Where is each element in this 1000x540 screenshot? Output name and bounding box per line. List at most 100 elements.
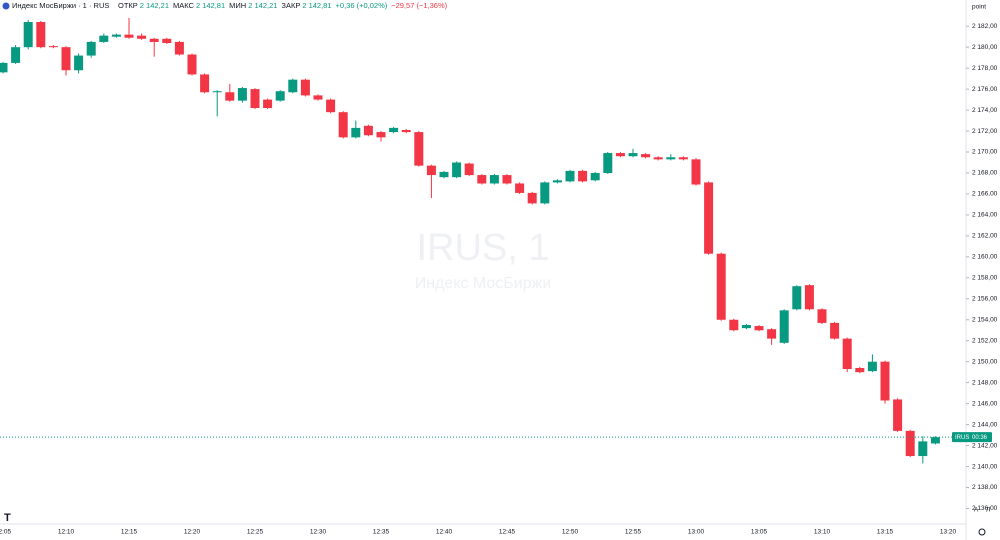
y-tick-label: 2 168,00 bbox=[972, 170, 998, 177]
candle-body bbox=[855, 367, 865, 373]
price-tag: IRUS bbox=[955, 435, 969, 441]
candle-body bbox=[250, 89, 260, 108]
watermark: IRUS, 1 bbox=[416, 227, 549, 269]
candle-body bbox=[578, 170, 588, 182]
flag-icon bbox=[2, 2, 10, 10]
y-tick-label: 2 144,00 bbox=[972, 421, 998, 428]
candle-body bbox=[477, 175, 487, 184]
candle-body bbox=[275, 91, 285, 101]
candle-body bbox=[288, 79, 298, 93]
y-tick-label: 2 176,00 bbox=[972, 86, 998, 93]
candle-body bbox=[174, 41, 184, 55]
candle-body bbox=[817, 309, 827, 323]
change: +0,36 (+0,02%) bbox=[336, 1, 388, 10]
logo: T bbox=[4, 512, 11, 524]
candle-body bbox=[212, 91, 222, 93]
candle-body bbox=[792, 286, 802, 310]
y-tick-label: 2 162,00 bbox=[972, 233, 998, 240]
candle-body bbox=[691, 159, 701, 185]
x-tick-label: 13:20 bbox=[940, 529, 957, 536]
candle-body bbox=[263, 99, 273, 108]
candle-body bbox=[704, 182, 714, 254]
candle-body bbox=[414, 132, 424, 166]
x-tick-label: 12:55 bbox=[625, 529, 642, 536]
y-tick-label: 2 166,00 bbox=[972, 191, 998, 198]
candle-body bbox=[99, 35, 109, 42]
y-tick-label: 2 182,00 bbox=[972, 23, 998, 30]
y-tick-label: 2 142,00 bbox=[972, 442, 998, 449]
y-tick-label: 2 148,00 bbox=[972, 379, 998, 386]
y-tick-label: 2 174,00 bbox=[972, 107, 998, 114]
candle-body bbox=[187, 54, 197, 75]
candle-body bbox=[124, 34, 134, 38]
y-axis-label: point bbox=[972, 4, 986, 11]
candle-body bbox=[628, 153, 638, 157]
x-tick-label: 13:10 bbox=[814, 529, 831, 536]
y-tick-label: 2 170,00 bbox=[972, 149, 998, 156]
candle-body bbox=[615, 153, 625, 157]
price-tag-box bbox=[952, 432, 992, 443]
candle-body bbox=[376, 132, 386, 138]
axis-button[interactable]: A bbox=[974, 507, 979, 514]
candle-body bbox=[149, 38, 159, 42]
x-tick-label: 12:50 bbox=[562, 529, 579, 536]
candle-body bbox=[666, 157, 676, 160]
y-tick-label: 2 154,00 bbox=[972, 316, 998, 323]
candle-body bbox=[61, 47, 71, 71]
candle-body bbox=[48, 46, 58, 48]
ohlc-label: МИН bbox=[229, 1, 246, 10]
day-change: −29,57 (−1,36%) bbox=[391, 1, 447, 10]
y-tick-label: 2 152,00 bbox=[972, 337, 998, 344]
candle-body bbox=[804, 285, 814, 310]
candle-body bbox=[326, 99, 336, 113]
x-tick-label: 12:45 bbox=[499, 529, 516, 536]
watermark-sub: Индекс МосБиржи bbox=[415, 275, 552, 292]
ohlc-label: ЗАКР bbox=[281, 1, 300, 10]
candle-body bbox=[351, 127, 361, 138]
ohlc-value: 2 142,81 bbox=[196, 1, 225, 10]
x-tick-label: 12:10 bbox=[58, 529, 75, 536]
candle-body bbox=[590, 172, 600, 181]
y-tick-label: 2 160,00 bbox=[972, 254, 998, 261]
x-tick-label: 13:05 bbox=[751, 529, 768, 536]
y-tick-label: 2 172,00 bbox=[972, 128, 998, 135]
y-tick-label: 2 138,00 bbox=[972, 484, 998, 491]
candle-body bbox=[880, 361, 890, 401]
y-tick-label: 2 150,00 bbox=[972, 358, 998, 365]
candle-body bbox=[464, 163, 474, 176]
candle-body bbox=[200, 74, 210, 93]
candle-body bbox=[779, 310, 789, 343]
candle-body bbox=[678, 157, 688, 160]
candle-body bbox=[603, 153, 613, 173]
candle-body bbox=[389, 127, 399, 133]
candle-body bbox=[137, 35, 147, 39]
candle-body bbox=[893, 399, 903, 431]
y-tick-label: 2 158,00 bbox=[972, 275, 998, 282]
x-tick-label: 12:20 bbox=[184, 529, 201, 536]
candle-body bbox=[653, 157, 663, 160]
candle-body bbox=[36, 22, 46, 48]
candle-body bbox=[741, 325, 751, 329]
x-tick-label: 12:05 bbox=[0, 529, 12, 536]
candle-body bbox=[867, 361, 877, 372]
symbol[interactable]: Индекс МосБиржи · 1 · RUS bbox=[12, 1, 109, 10]
y-tick-label: 2 156,00 bbox=[972, 296, 998, 303]
y-tick-label: 2 178,00 bbox=[972, 65, 998, 72]
candle-body bbox=[313, 95, 323, 100]
candle-body bbox=[225, 92, 235, 101]
candle-body bbox=[401, 130, 411, 133]
candle-body bbox=[452, 162, 462, 178]
axis-button[interactable]: Л bbox=[986, 507, 990, 514]
candle-body bbox=[489, 175, 499, 184]
x-tick-label: 12:30 bbox=[310, 529, 327, 536]
ohlc-label: ОТКР bbox=[118, 1, 138, 10]
ohlc-value: 2 142,21 bbox=[248, 1, 277, 10]
candle-body bbox=[842, 338, 852, 370]
candle-body bbox=[300, 79, 310, 96]
settings-button[interactable] bbox=[978, 528, 986, 536]
candle-body bbox=[23, 22, 33, 48]
candle-body bbox=[237, 88, 247, 101]
candle-body bbox=[918, 441, 928, 457]
